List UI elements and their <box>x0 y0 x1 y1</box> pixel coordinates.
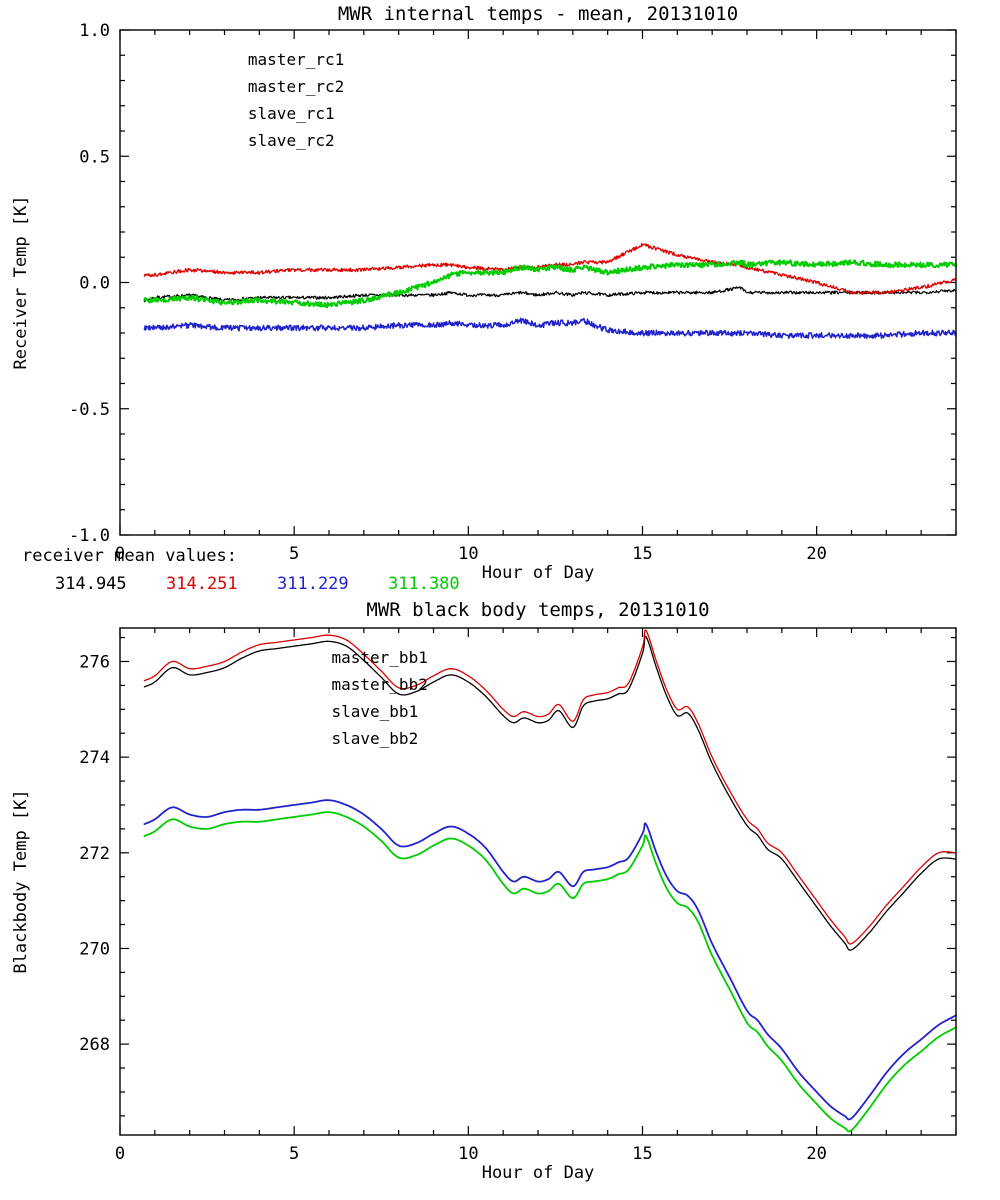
svg-text:-1.0: -1.0 <box>69 526 110 546</box>
svg-text:master_rc2: master_rc2 <box>248 77 344 96</box>
svg-text:master_bb2: master_bb2 <box>332 675 428 694</box>
svg-text:master_bb1: master_bb1 <box>332 648 428 667</box>
svg-text:slave_bb2: slave_bb2 <box>332 729 419 748</box>
receiver-mean-slave-rc2: 311.380 <box>388 574 460 594</box>
svg-text:10: 10 <box>458 1144 478 1164</box>
svg-text:slave_rc2: slave_rc2 <box>248 131 335 150</box>
receiver-means-label: receiver mean values: <box>22 546 237 566</box>
blackbody-temps-chart: 0 5 10 15 20 268 270 272 274 276 master_bb1 master_… <box>11 600 957 1183</box>
svg-text:276: 276 <box>79 652 110 672</box>
receiver-mean-slave-rc1: 311.229 <box>277 574 349 594</box>
svg-text:274: 274 <box>79 748 110 768</box>
svg-text:0: 0 <box>115 544 125 564</box>
svg-text:270: 270 <box>79 939 110 959</box>
svg-text:0: 0 <box>115 1144 125 1164</box>
receiver-mean-master-rc1: 314.945 <box>55 574 127 594</box>
svg-text:Hour of Day: Hour of Day <box>482 563 595 583</box>
svg-text:20: 20 <box>806 1144 826 1164</box>
svg-text:0.0: 0.0 <box>79 274 110 294</box>
svg-text:-0.5: -0.5 <box>69 400 110 420</box>
svg-text:272: 272 <box>79 844 110 864</box>
svg-text:MWR black body temps, 20131010: MWR black body temps, 20131010 <box>366 600 709 621</box>
svg-text:5: 5 <box>289 1144 299 1164</box>
svg-text:slave_rc1: slave_rc1 <box>248 104 335 123</box>
svg-text:Hour of Day: Hour of Day <box>482 1163 595 1183</box>
internal-temps-chart: 0 5 10 15 20 -1.0 -0.5 0.0 0.5 1.0 master_rc1maste… <box>11 3 957 583</box>
svg-text:20: 20 <box>806 544 826 564</box>
svg-text:0.5: 0.5 <box>79 147 110 167</box>
svg-text:1.0: 1.0 <box>79 21 110 41</box>
svg-text:10: 10 <box>458 544 478 564</box>
svg-text:Receiver Temp [K]: Receiver Temp [K] <box>11 196 31 370</box>
svg-text:master_rc1: master_rc1 <box>248 50 344 69</box>
receiver-mean-master-rc2: 314.251 <box>166 574 238 594</box>
svg-text:Blackbody Temp [K]: Blackbody Temp [K] <box>11 789 31 973</box>
svg-text:268: 268 <box>79 1035 110 1055</box>
svg-text:5: 5 <box>289 544 299 564</box>
svg-text:MWR internal temps - mean, 201: MWR internal temps - mean, 20131010 <box>338 3 738 25</box>
svg-text:15: 15 <box>632 1144 652 1164</box>
svg-text:slave_bb1: slave_bb1 <box>332 702 419 721</box>
svg-text:15: 15 <box>632 544 652 564</box>
